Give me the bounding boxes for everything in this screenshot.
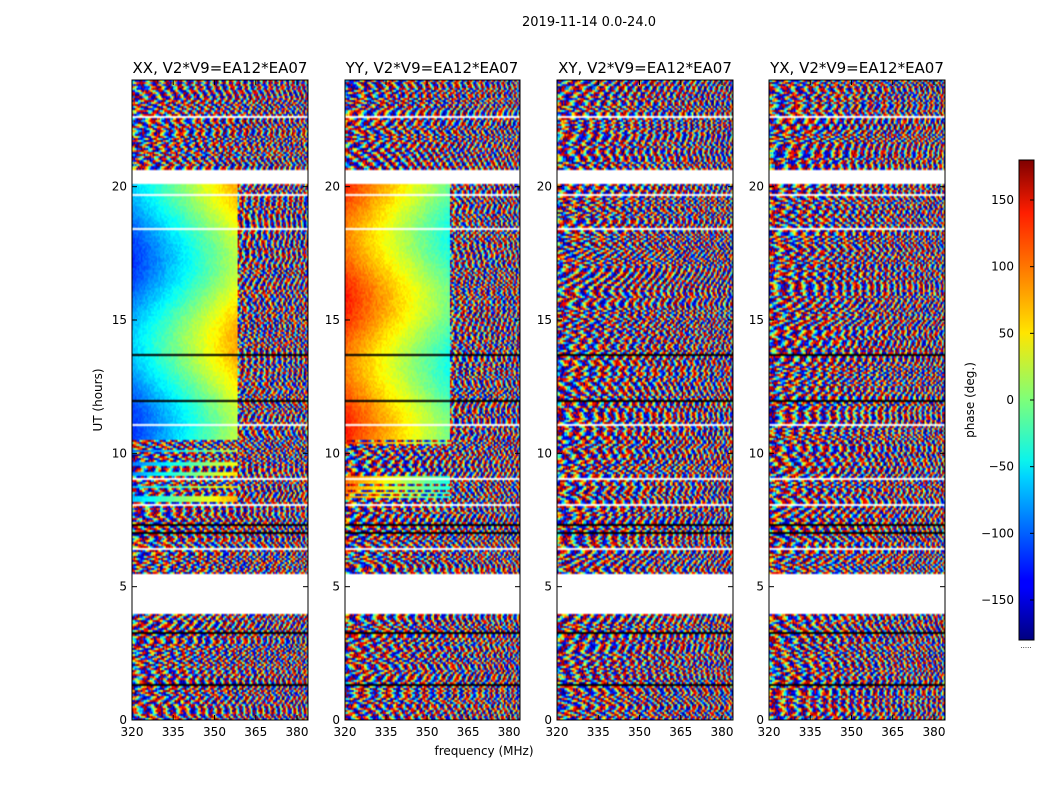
x-tick-label: 365	[457, 725, 480, 739]
x-tick-label: 365	[881, 725, 904, 739]
colorbar-bottom-label: .....	[1020, 642, 1031, 650]
panel-title-xy: XY, V2*V9=EA12*EA07	[558, 59, 732, 77]
panel-title-yy: YY, V2*V9=EA12*EA07	[345, 59, 519, 77]
panel-title-yx: YX, V2*V9=EA12*EA07	[769, 59, 944, 77]
axes-frame-xy	[556, 79, 734, 721]
y-tick-label: 0	[119, 713, 127, 727]
x-tick-label: 350	[840, 725, 863, 739]
x-tick-label: 335	[375, 725, 398, 739]
y-tick-label: 10	[325, 446, 340, 460]
x-tick-label: 380	[923, 725, 946, 739]
y-ticks-xy: 0 5 10 15 20	[537, 180, 733, 727]
colorbar-tick-label: 50	[999, 326, 1014, 340]
heatmap-image-xy	[557, 80, 733, 720]
x-tick-label: 335	[162, 725, 185, 739]
y-tick-label: 20	[749, 180, 764, 194]
heatmap-image-yx	[769, 80, 945, 720]
x-ticks-xx: 320 335 350 365 380	[121, 80, 309, 739]
x-tick-label: 320	[121, 725, 144, 739]
colorbar-ticks: 150 100 50 0 −50 −100 −150	[981, 193, 1034, 607]
panel-yx: YX, V2*V9=EA12*EA07 320 335 350 365 380 0 5 10…	[749, 59, 946, 739]
panel-xx: XX, V2*V9=EA12*EA07 320 335 350 365 380 0 5 10…	[112, 59, 309, 739]
panel-yy: YY, V2*V9=EA12*EA07 320 335 350 365 380 0 5 10…	[325, 59, 521, 739]
y-ticks-yy: 0 5 10 15 20	[325, 180, 520, 727]
x-tick-label: 335	[799, 725, 822, 739]
y-tick-label: 15	[537, 313, 552, 327]
y-tick-label: 20	[537, 180, 552, 194]
figure-suptitle: 2019-11-14 0.0-24.0	[522, 15, 656, 30]
x-axis-label: frequency (MHz)	[434, 744, 533, 758]
panel-title-xx: XX, V2*V9=EA12*EA07	[133, 59, 308, 77]
y-tick-label: 15	[749, 313, 764, 327]
x-tick-label: 320	[334, 725, 357, 739]
colorbar-label: phase (deg.)	[963, 362, 977, 438]
x-tick-label: 380	[286, 725, 309, 739]
x-tick-label: 365	[244, 725, 267, 739]
x-tick-label: 335	[587, 725, 610, 739]
x-ticks-yy: 320 335 350 365 380	[334, 80, 521, 739]
y-tick-label: 15	[112, 313, 127, 327]
y-tick-label: 5	[332, 580, 340, 594]
y-tick-label: 0	[756, 713, 764, 727]
colorbar-tick-label: −150	[981, 593, 1014, 607]
y-tick-label: 5	[544, 580, 552, 594]
y-tick-label: 10	[537, 446, 552, 460]
x-tick-label: 380	[498, 725, 521, 739]
x-tick-label: 320	[758, 725, 781, 739]
axes-frame-yy	[344, 79, 521, 721]
colorbar-tick-label: 0	[1006, 393, 1014, 407]
y-axis-label: UT (hours)	[91, 368, 105, 431]
heatmap-image-xx	[132, 80, 308, 720]
y-tick-label: 5	[119, 580, 127, 594]
y-tick-label: 10	[749, 446, 764, 460]
x-ticks-yx: 320 335 350 365 380	[758, 80, 946, 739]
axes-frame-yx	[768, 79, 946, 721]
colorbar-tick-label: −100	[981, 526, 1014, 540]
y-tick-label: 5	[756, 580, 764, 594]
x-tick-label: 380	[711, 725, 734, 739]
y-tick-label: 0	[544, 713, 552, 727]
axes-frame-xx	[131, 79, 309, 721]
heatmap-image-yy	[345, 80, 520, 720]
colorbar: 150 100 50 0 −50 −100 −150 phase (deg.) .....	[963, 159, 1035, 650]
colorbar-gradient	[1019, 160, 1034, 640]
y-tick-label: 15	[325, 313, 340, 327]
colorbar-tick-label: −50	[989, 460, 1014, 474]
x-tick-label: 320	[546, 725, 569, 739]
y-ticks-xx: 0 5 10 15 20	[112, 180, 308, 727]
x-tick-label: 350	[416, 725, 439, 739]
x-ticks-xy: 320 335 350 365 380	[546, 80, 734, 739]
colorbar-tick-label: 150	[991, 193, 1014, 207]
panel-xy: XY, V2*V9=EA12*EA07 320 335 350 365 380 0 5 10…	[537, 59, 734, 739]
x-tick-label: 365	[669, 725, 692, 739]
y-tick-label: 20	[325, 180, 340, 194]
y-tick-label: 0	[332, 713, 340, 727]
y-tick-label: 10	[112, 446, 127, 460]
x-tick-label: 350	[203, 725, 226, 739]
colorbar-tick-label: 100	[991, 260, 1014, 274]
y-tick-label: 20	[112, 180, 127, 194]
x-tick-label: 350	[628, 725, 651, 739]
y-ticks-yx: 0 5 10 15 20	[749, 180, 945, 727]
